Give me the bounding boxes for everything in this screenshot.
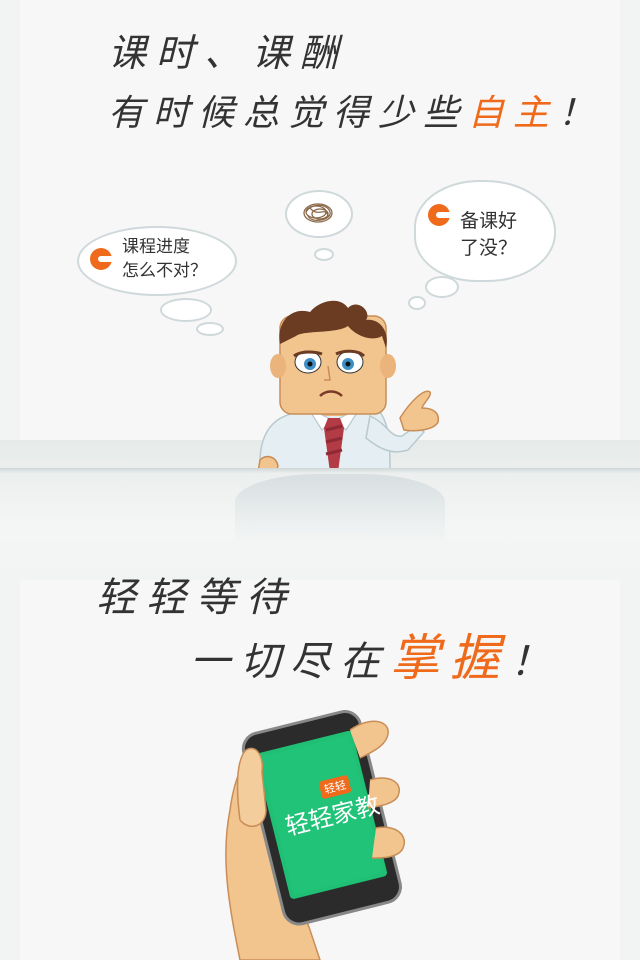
thought-bubble-right-text: 备课好 了没？ <box>460 208 517 262</box>
thought-dot <box>160 298 212 322</box>
reflection <box>235 474 445 544</box>
thought-dot <box>425 276 459 298</box>
tangled-thought-icon <box>303 203 333 223</box>
headline-line-2-text: 有时候总觉得少些 <box>108 93 469 134</box>
thought-bubble-left-text: 课程进度 怎么不对？ <box>122 235 207 283</box>
thought-dot <box>408 296 426 310</box>
thought-bubble-left <box>77 226 237 296</box>
table-edge <box>0 468 640 473</box>
headline-exclamation-bottom: ！ <box>510 639 560 685</box>
headline-exclamation: ！ <box>558 93 604 134</box>
headline-line-2: 有时候总觉得少些自主！ <box>108 84 603 136</box>
bubble-right-line-2: 了没？ <box>460 237 518 259</box>
confused-teacher-illustration <box>257 300 440 472</box>
headline-line-4: 一切尽在掌握！ <box>190 618 560 690</box>
hand-holding-phone-illustration <box>225 710 405 960</box>
headline-accent-word: 自主 <box>468 93 559 134</box>
headline-accent-word-bottom: 掌握 <box>390 629 510 687</box>
thought-dot <box>196 322 224 336</box>
bubble-left-line-2: 怎么不对？ <box>122 261 207 281</box>
headline-line-4-text: 一切尽在 <box>190 639 390 685</box>
thought-bubble-middle <box>285 190 353 238</box>
headline-line-1: 课时、课酬 <box>108 31 349 75</box>
headline-line-3: 轻轻等待 <box>96 575 296 621</box>
brand-c-icon <box>90 248 112 270</box>
thought-dot <box>314 248 334 261</box>
bubble-left-line-1: 课程进度 <box>122 237 190 257</box>
thought-bubble-right <box>414 180 556 282</box>
brand-c-icon <box>428 204 450 226</box>
bubble-right-line-1: 备课好 <box>460 210 518 232</box>
